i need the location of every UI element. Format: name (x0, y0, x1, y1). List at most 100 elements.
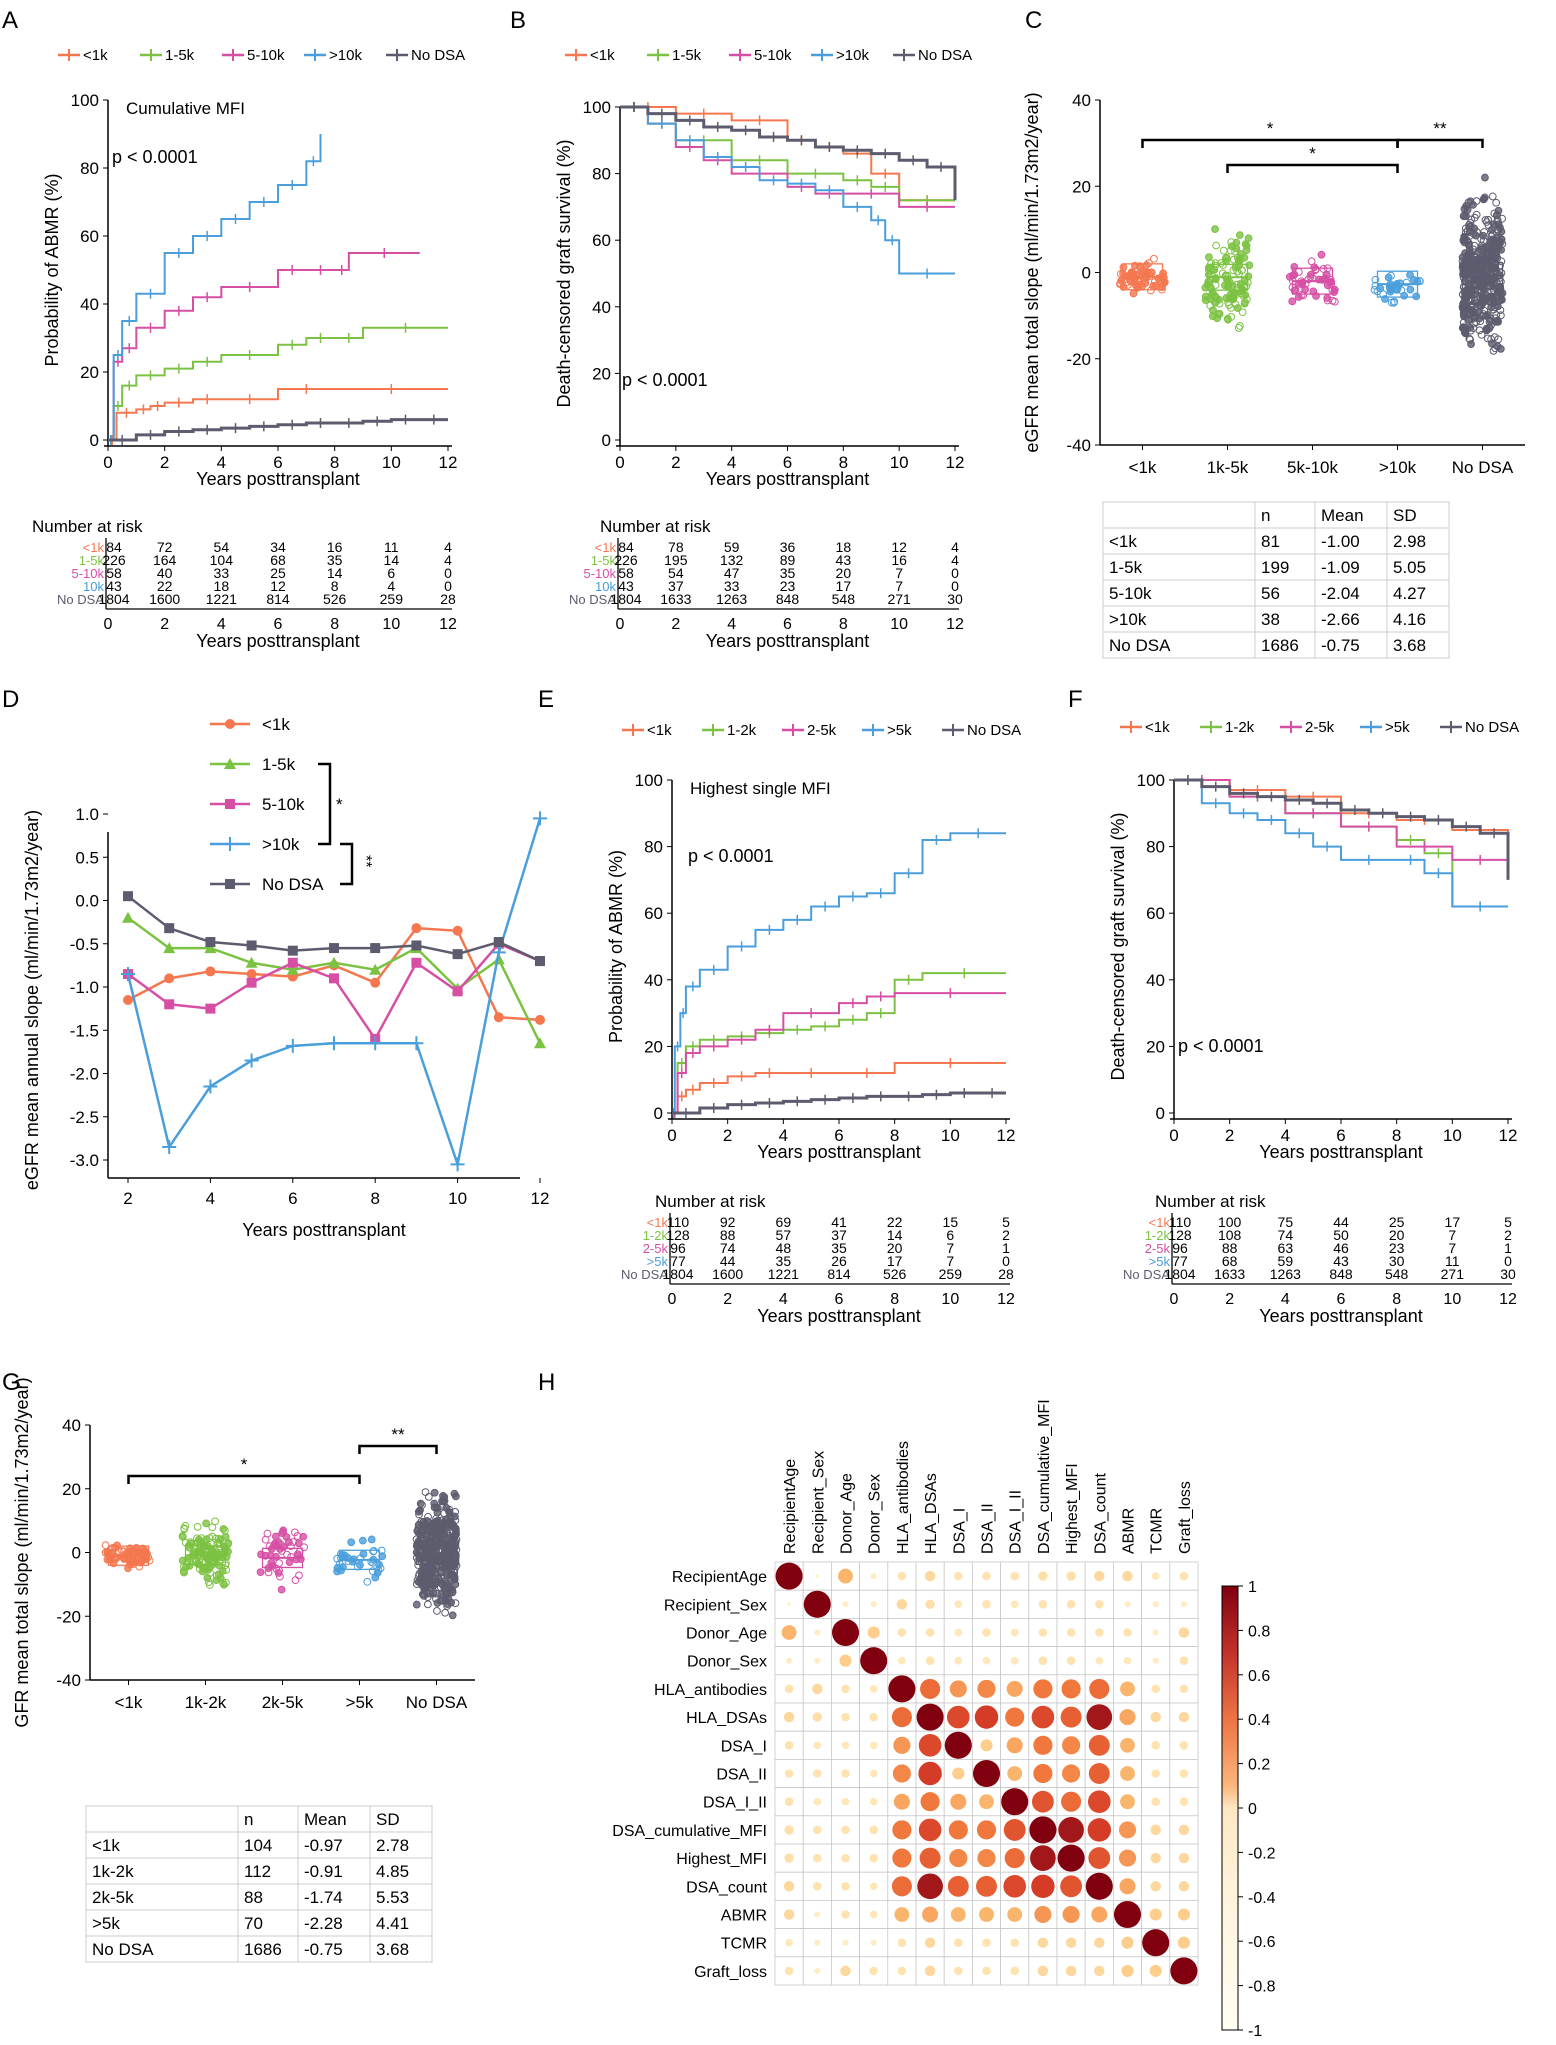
data-point (426, 1583, 435, 1592)
corr-circle (1038, 1628, 1048, 1637)
data-point (284, 1538, 293, 1546)
corr-circle (815, 1574, 820, 1579)
corr-circle (1007, 1766, 1023, 1781)
colorbar-label: 1 (1248, 1579, 1257, 1596)
risk-x-tick-label: 12 (997, 1291, 1015, 1308)
column-label: HLA_DSAs (923, 1473, 940, 1554)
legend-label: No DSA (918, 47, 972, 64)
corr-circle (972, 1759, 1001, 1788)
series-marker (533, 811, 547, 826)
data-point (1460, 204, 1469, 213)
x-axis-title: Years posttransplant (757, 1142, 920, 1162)
corr-circle (888, 1675, 916, 1703)
table-value: 3.68 (1393, 636, 1426, 655)
risk-value: 28 (440, 591, 456, 607)
data-point (299, 1532, 308, 1541)
data-point (1227, 304, 1235, 312)
corr-circle (1170, 1957, 1198, 1985)
series-marker (287, 957, 298, 968)
series-marker (411, 940, 422, 951)
corr-circle (869, 1966, 878, 1976)
y-tick-label: 0 (72, 1544, 81, 1563)
y-tick-label: 60 (644, 904, 663, 923)
risk-value: 16 (891, 552, 907, 568)
risk-value: 104 (210, 552, 234, 568)
corr-circle (892, 1820, 912, 1840)
risk-value: 89 (780, 552, 796, 568)
risk-row-label: >5k (1149, 1254, 1171, 1269)
risk-row-label: <1k (595, 540, 617, 555)
data-point (1234, 256, 1243, 264)
risk-value: 96 (670, 1240, 686, 1256)
x-tick-label: 2 (160, 453, 169, 472)
corr-circle (896, 1599, 908, 1610)
corr-circle (1003, 1874, 1027, 1898)
corr-circle (841, 1910, 850, 1919)
risk-row-label: No DSA (57, 592, 104, 607)
corr-circle (1034, 1905, 1052, 1924)
y-tick-label: 0 (602, 431, 611, 450)
data-point (1144, 259, 1153, 268)
row-label: ABMR (721, 1908, 767, 1925)
data-point (1224, 282, 1233, 290)
data-point (443, 1602, 452, 1610)
legend-label: <1k (647, 722, 672, 739)
risk-value: 100 (1218, 1214, 1242, 1230)
corr-circle (952, 1767, 965, 1780)
risk-row-label: <1k (83, 540, 105, 555)
x-tick-label: 2k-5k (262, 1693, 304, 1712)
x-tick-label: >5k (346, 1693, 374, 1712)
corr-circle (1120, 1681, 1135, 1697)
data-point (224, 1547, 232, 1556)
corr-circle (918, 1818, 942, 1842)
corr-circle (954, 1938, 963, 1947)
corr-circle (1087, 1818, 1112, 1842)
corr-circle (841, 1825, 850, 1835)
data-point (1460, 323, 1468, 332)
data-point (333, 1554, 342, 1563)
data-point (1211, 298, 1219, 307)
data-point (1484, 215, 1492, 224)
table-cell (85, 1805, 239, 1833)
corr-circle (977, 1679, 996, 1698)
risk-value: 14 (887, 1227, 903, 1243)
data-point (421, 1488, 430, 1497)
risk-value: 23 (1389, 1240, 1405, 1256)
risk-x-tick-label: 10 (890, 616, 908, 633)
y-tick-label: 20 (644, 1037, 663, 1056)
corr-circle (1060, 1706, 1082, 1728)
km-curve (620, 105, 957, 201)
risk-value: 15 (943, 1214, 959, 1230)
legend-label: >10k (262, 835, 300, 854)
risk-value: 44 (1333, 1214, 1349, 1230)
data-point (1212, 241, 1221, 250)
y-tick-label: 40 (1072, 91, 1091, 110)
data-point (1323, 281, 1332, 290)
risk-row-label: 1-2k (643, 1228, 669, 1243)
risk-value: 54 (214, 539, 230, 555)
data-point (1470, 241, 1479, 250)
data-point (1119, 263, 1128, 272)
risk-value: 18 (214, 578, 230, 594)
panel-label-a: A (2, 7, 18, 34)
corr-circle (814, 1939, 821, 1946)
data-point (353, 1562, 362, 1571)
risk-value: 4 (444, 539, 452, 555)
risk-value: 40 (157, 565, 173, 581)
corr-circle (1118, 1821, 1137, 1839)
corr-circle (1179, 1684, 1189, 1694)
x-tick-label: <1k (1129, 458, 1157, 477)
significance-bracket (127, 1474, 361, 1484)
risk-value: 26 (831, 1253, 847, 1269)
corr-circle (869, 1797, 878, 1806)
series-marker (493, 937, 504, 948)
row-label: RecipientAge (672, 1569, 767, 1586)
x-tick-label: 12 (1499, 1126, 1518, 1145)
y-tick-label: 1.0 (75, 805, 99, 824)
corr-circle (841, 1712, 850, 1722)
corr-circle (1031, 1790, 1054, 1813)
risk-value: 88 (1222, 1240, 1238, 1256)
significance-label: * (1267, 119, 1274, 138)
corr-circle (813, 1797, 822, 1806)
series-marker (204, 942, 217, 954)
